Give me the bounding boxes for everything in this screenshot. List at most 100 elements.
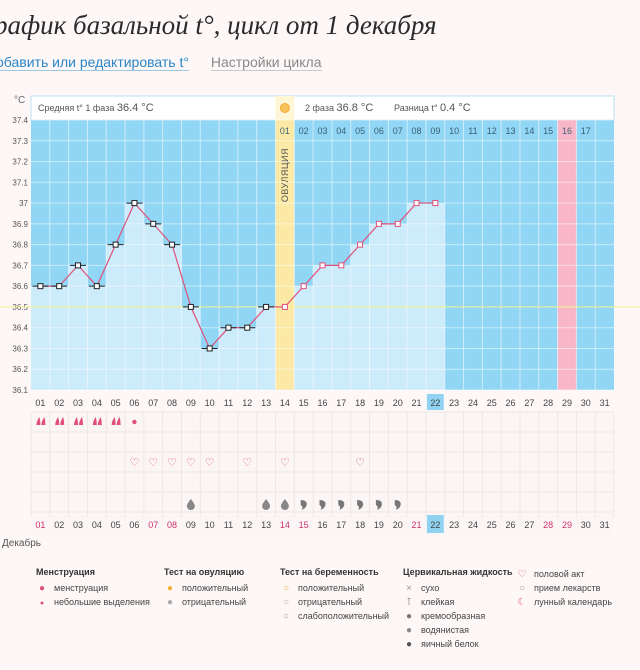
temperature-point [37, 283, 44, 290]
cycle-day-label: 08 [412, 126, 422, 136]
legend-label: отрицательный [298, 597, 363, 607]
y-tick-label: 36.7 [12, 261, 28, 270]
legend-label: клейкая [421, 597, 455, 607]
day-label: 08 [167, 398, 177, 408]
ovulation-column [275, 120, 295, 390]
creamy-icon [319, 500, 326, 510]
heart-icon: ♡ [167, 457, 177, 469]
temperature-point [169, 241, 176, 248]
cycle-day-label: 06 [374, 126, 384, 136]
y-tick-label: 36.2 [12, 365, 28, 374]
watery-icon [186, 499, 195, 510]
bottom-day-label: 15 [299, 520, 309, 530]
cycle-day-label: 14 [524, 126, 534, 136]
legend-label: небольшие выделения [54, 597, 150, 607]
day-label: 16 [317, 398, 327, 408]
temperature-bar [162, 244, 182, 390]
phase2-stats: 2 фаза 36.8 °C [305, 102, 373, 114]
legend-item: ● кремообразная [403, 609, 513, 623]
legend-item: ● менструация [36, 581, 150, 595]
day-label: 05 [111, 398, 121, 408]
sun-icon [279, 103, 290, 113]
legend-item: ○ положительный [280, 581, 389, 595]
watery-icon: ● [405, 625, 413, 636]
day-label: 10 [205, 398, 215, 408]
legend-item: ● небольшие выделения [36, 595, 150, 609]
drop-icon [41, 417, 46, 425]
cycle-day-label: 05 [355, 126, 365, 136]
bottom-day-label: 08 [167, 520, 177, 530]
bottom-day-label: 19 [374, 520, 384, 530]
egg-white-icon: ● [405, 639, 413, 650]
cycle-day-label: 04 [336, 126, 346, 136]
phase2-value: 36.8 °C [336, 102, 373, 114]
ovulation-label: ОВУЛЯЦИЯ [280, 148, 290, 202]
legend-item: ● водянистая [403, 623, 513, 637]
bottom-day-label: 07 [148, 520, 158, 530]
day-label: 06 [129, 398, 139, 408]
bottom-day-label: 02 [54, 520, 64, 530]
temperature-bar [407, 203, 426, 390]
legend-ovulation-test: Тест на овуляцию ● положительный ● отрицат… [164, 567, 248, 609]
period-column [557, 120, 577, 390]
temperature-point [56, 283, 63, 290]
temperature-point [131, 200, 138, 207]
legend-label: водянистая [421, 625, 470, 635]
bottom-day-label: 25 [487, 520, 497, 530]
cycle-settings-link[interactable]: Настройки цикла [210, 54, 322, 71]
temperature-bar [49, 286, 69, 390]
legend-title: Тест на беременность [280, 567, 379, 577]
day-label: 20 [393, 398, 403, 408]
day-label: 18 [355, 398, 365, 408]
legend-label: половой акт [534, 569, 585, 579]
today-marker [426, 394, 444, 410]
cycle-day-label: 17 [581, 126, 591, 136]
bottom-day-label: 04 [92, 520, 102, 530]
temperature-bar [294, 286, 314, 390]
temperature-bar [350, 244, 370, 390]
temperature-point [432, 200, 439, 207]
day-label: 14 [280, 398, 290, 408]
day-label: 01 [35, 398, 45, 408]
creamy-icon [375, 500, 382, 510]
heart-icon: ♡ [242, 457, 252, 469]
legend-title: Цервикальная жидкость [403, 567, 513, 577]
heart-icon: ♡ [517, 569, 527, 580]
y-tick-label: 36.4 [12, 324, 28, 333]
temperature-point [206, 345, 213, 352]
day-label: 29 [562, 398, 572, 408]
day-label: 17 [336, 398, 346, 408]
legend-menstruation: Менструация ● менструация ● небольшие выде… [36, 567, 150, 609]
bottom-day-label: 30 [581, 520, 591, 530]
cycle-day-label: 16 [562, 126, 572, 136]
legend-cervical-fluid: Цервикальная жидкость × сухо ⊺ клейкая ● кр… [403, 567, 513, 651]
bottom-day-label: 03 [73, 520, 83, 530]
legend-other: ♡ половой акт ○ прием лекарств ☾ лунный кал… [516, 567, 613, 609]
bottom-day-label: 05 [111, 520, 121, 530]
legend-title: Тест на овуляцию [164, 567, 245, 577]
phase1-stats: Средняя t° 1 фаза 36.4 °C [38, 102, 154, 114]
bottom-day-label: 24 [468, 520, 478, 530]
today-marker-bottom [426, 515, 444, 533]
add-edit-temperature-link[interactable]: обавить или редактировать t° [0, 54, 189, 71]
legend-label: менструация [54, 583, 109, 593]
drop-icon [92, 417, 97, 425]
cycle-day-label: 15 [543, 126, 553, 136]
bottom-day-label: 10 [205, 520, 215, 530]
bottom-day-label: 20 [393, 520, 403, 530]
creamy-icon [300, 500, 307, 510]
diff-label: Разница t° [394, 103, 440, 113]
page-title: рафик базальной t°, цикл от 1 декабря [0, 10, 437, 40]
small-drop-icon [132, 419, 137, 425]
drop-icon [79, 417, 84, 425]
cycle-day-label: 13 [506, 126, 516, 136]
temperature-bar [31, 286, 50, 390]
bottom-day-label: 17 [336, 520, 346, 530]
temperature-point [375, 220, 382, 227]
positive-test-icon: ○ [282, 583, 290, 594]
legend-pregnancy-test: Тест на беременность ○ положительный ○ отр… [280, 567, 389, 623]
heart-icon: ♡ [355, 457, 365, 469]
legend-item: ○ слабоположительный [280, 609, 389, 623]
bottom-day-label: 28 [543, 520, 553, 530]
day-label: 04 [92, 398, 102, 408]
